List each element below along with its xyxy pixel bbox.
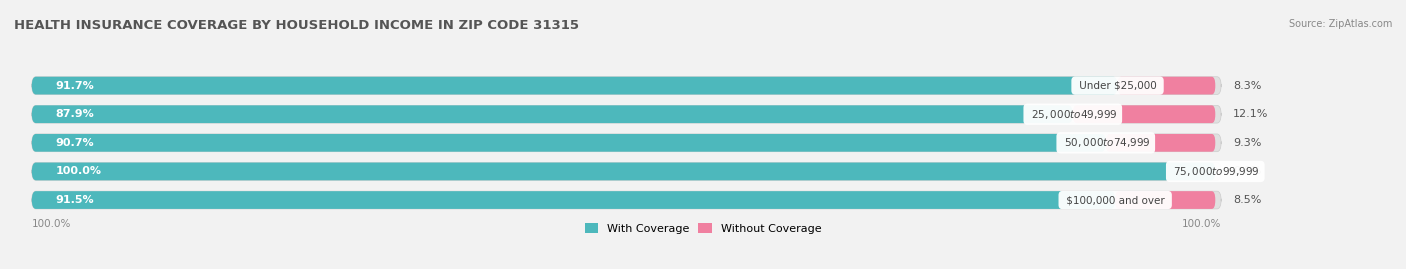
- Text: 12.1%: 12.1%: [1233, 109, 1268, 119]
- Text: Under $25,000: Under $25,000: [1076, 81, 1160, 91]
- Text: 8.3%: 8.3%: [1233, 81, 1261, 91]
- Text: 100.0%: 100.0%: [55, 167, 101, 176]
- Text: 87.9%: 87.9%: [55, 109, 94, 119]
- Text: HEALTH INSURANCE COVERAGE BY HOUSEHOLD INCOME IN ZIP CODE 31315: HEALTH INSURANCE COVERAGE BY HOUSEHOLD I…: [14, 19, 579, 32]
- FancyBboxPatch shape: [32, 105, 1073, 123]
- Text: 8.5%: 8.5%: [1233, 195, 1261, 205]
- Text: 9.3%: 9.3%: [1233, 138, 1261, 148]
- FancyBboxPatch shape: [32, 162, 1222, 180]
- FancyBboxPatch shape: [1073, 105, 1215, 123]
- Text: Source: ZipAtlas.com: Source: ZipAtlas.com: [1288, 19, 1392, 29]
- FancyBboxPatch shape: [32, 162, 1215, 180]
- Text: $100,000 and over: $100,000 and over: [1063, 195, 1168, 205]
- FancyBboxPatch shape: [32, 134, 1105, 152]
- Text: 90.7%: 90.7%: [55, 138, 94, 148]
- FancyBboxPatch shape: [1105, 134, 1215, 152]
- Text: 0.0%: 0.0%: [1233, 167, 1261, 176]
- FancyBboxPatch shape: [32, 191, 1222, 209]
- FancyBboxPatch shape: [32, 105, 1222, 123]
- Text: 100.0%: 100.0%: [32, 218, 72, 228]
- FancyBboxPatch shape: [32, 77, 1118, 94]
- Text: $50,000 to $74,999: $50,000 to $74,999: [1060, 136, 1152, 149]
- FancyBboxPatch shape: [1118, 77, 1215, 94]
- FancyBboxPatch shape: [1115, 191, 1215, 209]
- Text: 91.5%: 91.5%: [55, 195, 94, 205]
- Text: $25,000 to $49,999: $25,000 to $49,999: [1028, 108, 1118, 121]
- FancyBboxPatch shape: [32, 191, 1115, 209]
- Text: 100.0%: 100.0%: [1182, 218, 1222, 228]
- Text: $75,000 to $99,999: $75,000 to $99,999: [1170, 165, 1260, 178]
- FancyBboxPatch shape: [32, 134, 1222, 152]
- FancyBboxPatch shape: [32, 77, 1222, 94]
- Text: 91.7%: 91.7%: [55, 81, 94, 91]
- Legend: With Coverage, Without Coverage: With Coverage, Without Coverage: [582, 220, 824, 238]
